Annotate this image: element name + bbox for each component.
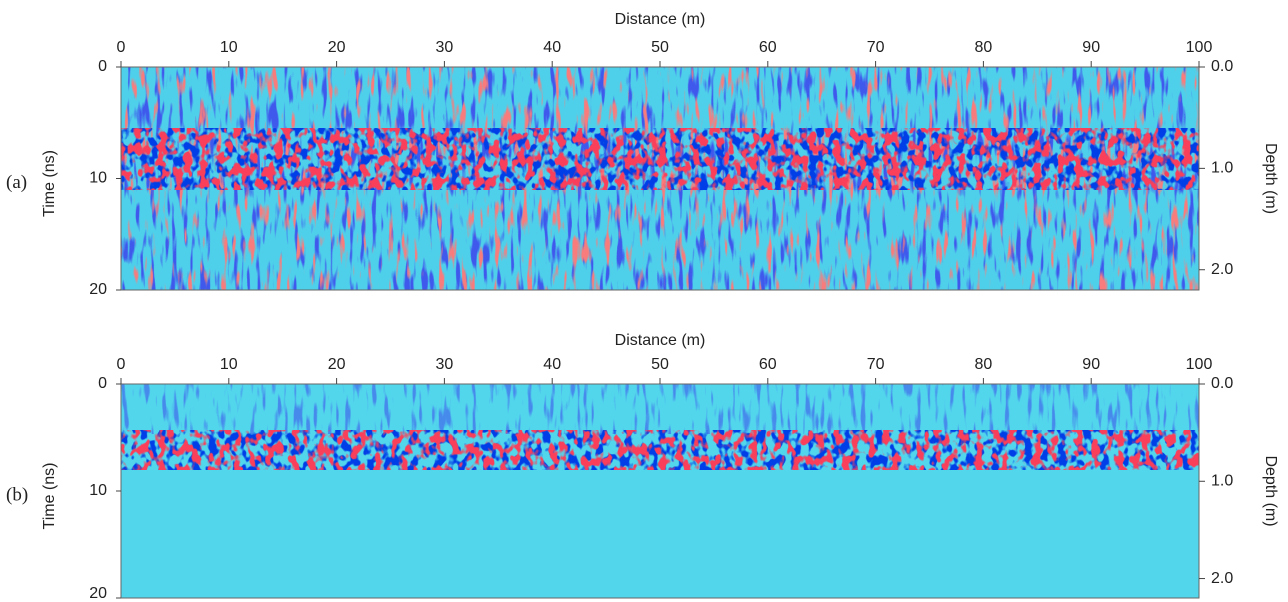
radargram-image [121, 384, 1199, 598]
y2-tick-label: 1.0 [1211, 160, 1233, 177]
panel: Distance (m) Time (ns) Depth (m) (b) 0 10 20 30… [6, 332, 1279, 602]
y2-axis-title: Depth (m) [1262, 143, 1279, 214]
reflector-red [121, 128, 1199, 190]
y2-tick-label: 0.0 [1211, 375, 1233, 392]
x-tick-label: 90 [1082, 356, 1100, 373]
x-tick-label: 0 [117, 39, 126, 56]
x-tick-label: 50 [651, 39, 669, 56]
panel-label: (a) [6, 172, 27, 193]
panel: Distance (m) Time (ns) Depth (m) (a) 0 10 20 30… [6, 11, 1279, 298]
x-tick-label: 100 [1186, 39, 1213, 56]
x-tick-label: 30 [436, 356, 454, 373]
x-tick-label: 30 [436, 39, 454, 56]
panel-label: (b) [6, 484, 28, 505]
x-tick-label: 80 [975, 356, 993, 373]
x-tick-label: 40 [543, 356, 561, 373]
reflector-red [121, 430, 1199, 470]
x-tick-label: 60 [759, 356, 777, 373]
y-tick-label: 0 [98, 375, 107, 392]
x-tick-label: 20 [328, 39, 346, 56]
x-tick-label: 70 [867, 356, 885, 373]
y-axis-title: Time (ns) [41, 150, 58, 217]
y2-tick-label: 1.0 [1211, 472, 1233, 489]
y2-tick-label: 2.0 [1211, 261, 1233, 278]
x-tick-label: 70 [867, 39, 885, 56]
y2-tick-label: 2.0 [1211, 570, 1233, 587]
x-tick-label: 20 [328, 356, 346, 373]
y-tick-label: 10 [89, 170, 107, 187]
y-tick-label: 10 [89, 482, 107, 499]
x-tick-label: 10 [220, 356, 238, 373]
x-axis-title: Distance (m) [615, 332, 706, 349]
y-axis-title: Time (ns) [41, 463, 58, 530]
radargram-image [121, 67, 1199, 290]
x-tick-label: 50 [651, 356, 669, 373]
x-axis-title: Distance (m) [615, 11, 706, 28]
y-tick-label: 0 [98, 58, 107, 75]
y2-tick-label: 0.0 [1211, 58, 1233, 75]
x-tick-label: 0 [117, 356, 126, 373]
x-tick-label: 100 [1186, 356, 1213, 373]
x-tick-label: 40 [543, 39, 561, 56]
x-tick-label: 60 [759, 39, 777, 56]
noise-blue [121, 384, 1199, 434]
y2-axis-title: Depth (m) [1262, 455, 1279, 526]
y-tick-label: 20 [89, 585, 107, 602]
x-tick-label: 10 [220, 39, 238, 56]
x-tick-label: 80 [975, 39, 993, 56]
x-tick-label: 90 [1082, 39, 1100, 56]
y-tick-label: 20 [89, 281, 107, 298]
